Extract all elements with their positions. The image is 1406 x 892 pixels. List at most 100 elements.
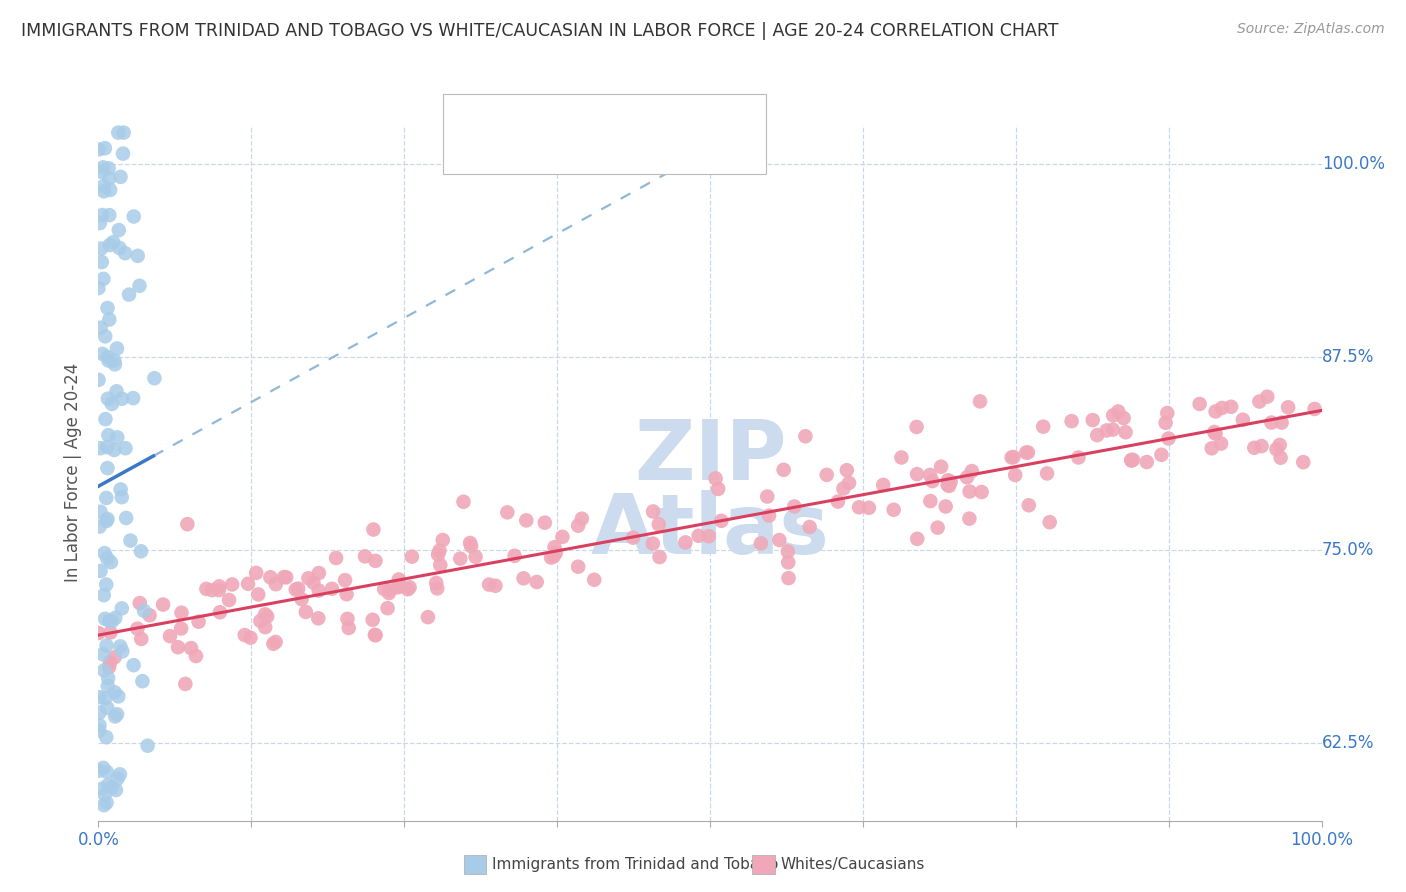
Point bbox=[118, 287, 141, 301]
Point bbox=[112, 126, 135, 140]
Point bbox=[90, 320, 112, 334]
Point bbox=[648, 517, 671, 532]
Point bbox=[935, 500, 957, 514]
Point bbox=[1277, 401, 1299, 415]
Point bbox=[429, 558, 451, 572]
Point bbox=[484, 579, 506, 593]
Point bbox=[710, 514, 733, 528]
Point bbox=[90, 564, 112, 578]
Point bbox=[100, 625, 122, 640]
Point bbox=[208, 605, 231, 619]
Point bbox=[96, 730, 118, 744]
Point bbox=[308, 566, 330, 580]
Point bbox=[98, 208, 121, 222]
Point bbox=[101, 397, 124, 411]
Point bbox=[284, 582, 307, 597]
Point bbox=[697, 529, 720, 543]
Point bbox=[276, 570, 298, 584]
Point bbox=[1112, 411, 1135, 425]
Point bbox=[302, 575, 325, 590]
Point bbox=[460, 539, 482, 553]
Point bbox=[208, 583, 231, 598]
Point bbox=[89, 706, 111, 720]
Point bbox=[96, 514, 118, 528]
Point bbox=[1107, 404, 1129, 418]
Point bbox=[641, 536, 664, 550]
Point bbox=[103, 235, 125, 250]
Point bbox=[96, 577, 118, 591]
Point bbox=[105, 707, 128, 722]
Point bbox=[91, 161, 114, 175]
Point bbox=[94, 141, 117, 155]
Point bbox=[772, 463, 794, 477]
Point bbox=[114, 246, 136, 260]
Point bbox=[96, 491, 118, 505]
Point bbox=[115, 511, 138, 525]
Point bbox=[170, 622, 193, 636]
Point bbox=[104, 357, 127, 371]
Point bbox=[96, 764, 118, 779]
Text: 109: 109 bbox=[671, 107, 710, 126]
Text: 87.5%: 87.5% bbox=[1322, 348, 1374, 366]
Point bbox=[387, 580, 409, 594]
Point bbox=[515, 513, 537, 527]
Bar bbox=[451, 136, 482, 164]
Point bbox=[127, 249, 149, 263]
Point bbox=[704, 471, 727, 485]
Point bbox=[936, 477, 959, 491]
Point bbox=[174, 677, 197, 691]
Point bbox=[254, 607, 277, 622]
Point bbox=[98, 171, 121, 186]
Point bbox=[567, 559, 589, 574]
Point bbox=[287, 582, 309, 596]
Point bbox=[364, 554, 387, 568]
Point bbox=[262, 637, 284, 651]
Point bbox=[688, 529, 710, 543]
Point bbox=[111, 601, 134, 615]
Point bbox=[93, 178, 115, 193]
Point bbox=[96, 301, 118, 315]
Point bbox=[91, 781, 114, 796]
Point bbox=[91, 347, 114, 361]
Point bbox=[970, 485, 993, 500]
Bar bbox=[451, 103, 482, 130]
Point bbox=[621, 531, 644, 545]
Point bbox=[93, 546, 115, 560]
Text: 200: 200 bbox=[671, 141, 710, 161]
Point bbox=[1015, 445, 1038, 459]
Point bbox=[1232, 413, 1254, 427]
Point bbox=[94, 691, 117, 706]
Point bbox=[1095, 424, 1118, 438]
Point bbox=[905, 532, 928, 546]
Point bbox=[921, 474, 943, 488]
Point bbox=[195, 582, 218, 596]
Point bbox=[429, 543, 451, 558]
Point bbox=[103, 353, 125, 368]
Point bbox=[97, 392, 120, 406]
Text: 0.876: 0.876 bbox=[543, 141, 603, 161]
Point bbox=[93, 272, 115, 286]
Point bbox=[131, 674, 153, 689]
Point bbox=[957, 511, 980, 525]
Point bbox=[122, 210, 145, 224]
Point bbox=[1004, 467, 1026, 482]
Point bbox=[333, 573, 356, 587]
Point bbox=[571, 511, 593, 525]
Point bbox=[1211, 401, 1233, 415]
Point bbox=[377, 601, 399, 615]
Point bbox=[1001, 450, 1024, 465]
Point bbox=[1036, 467, 1059, 481]
Point bbox=[918, 467, 941, 482]
Point bbox=[104, 783, 127, 797]
Point bbox=[1136, 455, 1159, 469]
Point bbox=[111, 146, 134, 161]
Point bbox=[94, 412, 117, 426]
Point bbox=[187, 615, 209, 629]
Point bbox=[91, 208, 114, 222]
Point bbox=[97, 428, 120, 442]
Point bbox=[176, 517, 198, 532]
Point bbox=[1032, 419, 1054, 434]
Point bbox=[1204, 425, 1226, 439]
Point bbox=[373, 582, 395, 596]
Point bbox=[1220, 400, 1243, 414]
